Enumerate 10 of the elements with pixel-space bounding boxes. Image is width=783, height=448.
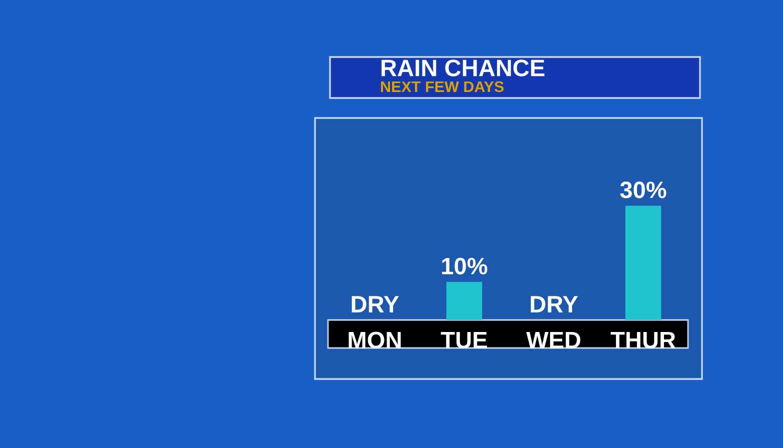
data-label: DRY [352, 296, 399, 312]
x-tick-label: TUE [440, 332, 487, 348]
chart-title: RAIN CHANCE [382, 60, 544, 76]
chart-subtitle: NEXT FEW DAYS [381, 81, 504, 92]
data-label: 10% [442, 258, 488, 274]
x-tick-label: WED [526, 332, 580, 348]
data-label: DRY [530, 296, 578, 312]
x-tick-label: THUR [610, 332, 676, 348]
data-label: 30% [620, 182, 666, 198]
x-tick-label: MON [348, 332, 401, 348]
